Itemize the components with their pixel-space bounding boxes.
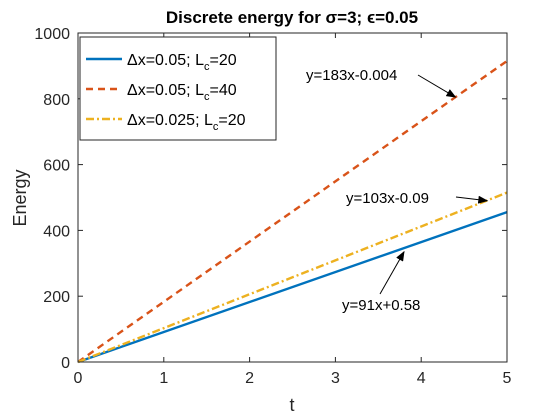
annotation-arrow-3: [379, 250, 405, 295]
legend-entry-main: Δx=0.025; L: [127, 112, 213, 129]
chart-title: Discrete energy for σ=3; ϵ=0.05: [166, 8, 418, 27]
y-tick-label: 400: [43, 223, 70, 240]
axes-box: [77, 32, 508, 363]
series-line-1: [77, 210, 508, 364]
x-tick-label: 0: [74, 370, 83, 387]
annotation-arrow-2: [455, 195, 489, 204]
legend-entry-subscript: c: [204, 61, 210, 73]
annotation-label-3: y=91x+0.58: [342, 297, 420, 314]
x-tick-label: 2: [245, 370, 254, 387]
legend-entry-tail: =40: [209, 82, 236, 99]
x-tick-label: 3: [331, 370, 340, 387]
series-layer: [77, 59, 508, 364]
annotation-label-1: y=183x-0.004: [306, 67, 397, 84]
y-tick-label: 600: [43, 158, 70, 175]
axes-layer: 0 1 2 3 4 5 0 200 400 600 800 1000: [34, 26, 511, 387]
y-tick-label: 800: [43, 92, 70, 109]
series-line-2: [77, 59, 508, 363]
series-line-3: [77, 191, 508, 364]
y-axis-label: Energy: [10, 169, 30, 226]
legend-entry-subscript: c: [213, 121, 219, 133]
legend-entry-1: Δx=0.05; Lc=20: [127, 52, 237, 73]
y-tick-label: 200: [43, 289, 70, 306]
legend-entry-3: Δx=0.025; Lc=20: [127, 112, 246, 133]
legend-entry-tail: =20: [209, 52, 236, 69]
annotation-arrow-1: [417, 74, 457, 98]
x-axis-label: t: [289, 395, 294, 415]
legend-entry-main: Δx=0.05; L: [127, 52, 204, 69]
legend-entry-main: Δx=0.05; L: [127, 82, 204, 99]
legend-entry-tail: =20: [218, 112, 245, 129]
annotation-label-2: y=103x-0.09: [346, 190, 429, 207]
x-tick-label: 5: [503, 370, 512, 387]
legend-entry-subscript: c: [204, 91, 210, 103]
legend-entry-2: Δx=0.05; Lc=40: [127, 82, 237, 103]
x-tick-label: 4: [417, 370, 426, 387]
annotations-layer: y=183x-0.004 y=103x-0.09 y=91x+0.58: [306, 67, 489, 314]
y-tick-label: 0: [61, 355, 70, 372]
x-tick-label: 1: [159, 370, 168, 387]
y-tick-label: 1000: [34, 26, 70, 43]
